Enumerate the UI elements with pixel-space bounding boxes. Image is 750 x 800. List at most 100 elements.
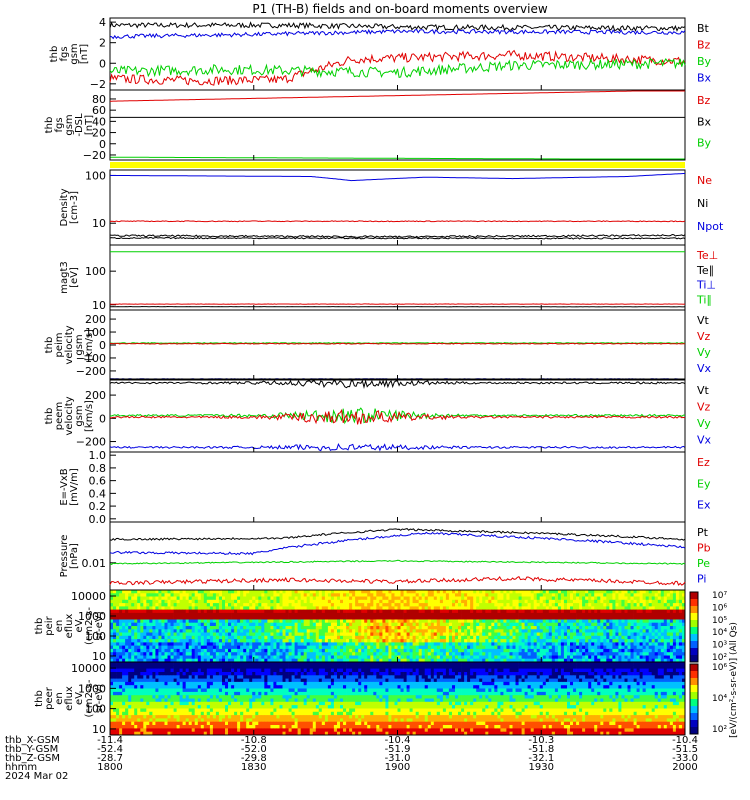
spectrogram-cell bbox=[349, 665, 353, 670]
spectrogram-cell bbox=[576, 626, 580, 630]
spectrogram-cell bbox=[654, 665, 659, 670]
spectrogram-cell bbox=[318, 662, 323, 666]
spectrogram-cell bbox=[600, 599, 604, 604]
spectrogram-cell bbox=[343, 629, 347, 633]
spectrogram-cell bbox=[128, 672, 132, 676]
spectrogram-cell bbox=[167, 635, 171, 640]
spectrogram-cell bbox=[315, 652, 320, 656]
spectrogram-cell bbox=[491, 658, 495, 663]
spectrogram-cell bbox=[318, 603, 323, 607]
spectrogram-cell bbox=[560, 599, 565, 604]
spectrogram-cell bbox=[200, 622, 205, 627]
spectrogram-cell bbox=[185, 665, 190, 670]
spectrogram-cell bbox=[609, 599, 613, 604]
spectrogram-cell bbox=[633, 629, 638, 633]
spectrogram-cell bbox=[373, 603, 377, 607]
spectrogram-cell bbox=[355, 606, 359, 611]
spectrogram-cell bbox=[388, 596, 392, 601]
spectrogram-cell bbox=[391, 616, 395, 620]
spectrogram-cell bbox=[497, 603, 501, 607]
spectrogram-cell bbox=[297, 626, 302, 630]
spectrogram-cell bbox=[206, 606, 211, 611]
spectrogram-cell bbox=[279, 658, 283, 663]
spectrogram-cell bbox=[421, 632, 426, 637]
spectrogram-cell bbox=[255, 612, 259, 617]
spectrogram-cell bbox=[122, 596, 126, 601]
spectrogram-cell bbox=[470, 593, 474, 597]
spectrogram-cell bbox=[158, 632, 162, 637]
spectrogram-cell bbox=[515, 629, 519, 633]
spectrogram-cell bbox=[110, 652, 114, 656]
spectrogram-cell bbox=[243, 652, 247, 656]
spectrogram-cell bbox=[606, 609, 610, 614]
spectrogram-cell bbox=[237, 665, 241, 670]
spectrogram-cell bbox=[494, 668, 498, 673]
spectrogram-cell bbox=[194, 655, 199, 660]
spectrogram-cell bbox=[539, 612, 544, 617]
spectrogram-cell bbox=[654, 606, 659, 611]
spectrogram-cell bbox=[255, 642, 259, 647]
spectrogram-cell bbox=[222, 599, 226, 604]
spectrogram-cell bbox=[279, 645, 283, 650]
spectrogram-cell bbox=[340, 668, 344, 673]
y-axis-label: sr-eV) bbox=[94, 611, 105, 640]
spectrogram-cell bbox=[321, 599, 326, 604]
spectrogram-cell bbox=[455, 645, 459, 650]
spectrogram-cell bbox=[645, 648, 650, 653]
spectrogram-cell bbox=[212, 639, 217, 643]
spectrogram-cell bbox=[191, 635, 196, 640]
spectrogram-cell bbox=[134, 662, 138, 666]
spectrogram-cell bbox=[609, 655, 613, 660]
spectrogram-cell bbox=[194, 609, 199, 614]
spectrogram-cell bbox=[385, 629, 389, 633]
spectrogram-cell bbox=[343, 658, 347, 663]
spectrogram-cell bbox=[258, 668, 262, 673]
spectrogram-cell bbox=[445, 606, 450, 611]
spectrogram-cell bbox=[527, 658, 532, 663]
spectrogram-cell bbox=[461, 606, 465, 611]
spectrogram-cell bbox=[539, 599, 544, 604]
spectrogram-cell bbox=[197, 645, 202, 650]
spectrogram-cell bbox=[188, 665, 193, 670]
spectrogram-cell bbox=[567, 648, 571, 653]
spectrogram-cell bbox=[458, 668, 462, 673]
spectrogram-cell bbox=[291, 668, 296, 673]
spectrogram-cell bbox=[364, 655, 368, 660]
spectrogram-cell bbox=[636, 639, 641, 643]
spectrogram-cell bbox=[524, 632, 529, 637]
spectrogram-cell bbox=[421, 626, 426, 630]
spectrogram-cell bbox=[579, 648, 583, 653]
spectrogram-cell bbox=[128, 626, 132, 630]
spectrogram-cell bbox=[533, 668, 538, 673]
spectrogram-cell bbox=[373, 596, 377, 601]
spectrogram-cell bbox=[288, 642, 293, 647]
spectrogram-cell bbox=[330, 599, 335, 604]
spectrogram-cell bbox=[252, 645, 256, 650]
spectrogram-cell bbox=[636, 609, 641, 614]
spectrogram-cell bbox=[258, 635, 262, 640]
spectrogram-cell bbox=[237, 593, 241, 597]
spectrogram-cell bbox=[518, 596, 523, 601]
spectrogram-cell bbox=[445, 609, 450, 614]
spectrogram-cell bbox=[657, 616, 662, 620]
spectrogram-cell bbox=[666, 668, 671, 673]
spectrogram-cell bbox=[370, 648, 374, 653]
spectrogram-cell bbox=[397, 622, 401, 627]
spectrogram-cell bbox=[397, 668, 401, 673]
spectrogram-cell bbox=[218, 635, 223, 640]
spectrogram-cell bbox=[152, 648, 156, 653]
spectrogram-cell bbox=[633, 652, 638, 656]
spectrogram-cell bbox=[597, 639, 601, 643]
spectrogram-cell bbox=[240, 658, 244, 663]
spectrogram-cell bbox=[464, 629, 468, 633]
spectrogram-cell bbox=[137, 668, 141, 673]
spectrogram-cell bbox=[234, 616, 238, 620]
spectrogram-cell bbox=[309, 606, 314, 611]
spectrogram-cell bbox=[455, 652, 459, 656]
spectrogram-cell bbox=[182, 645, 187, 650]
spectrogram-cell bbox=[675, 662, 680, 666]
spectrogram-cell bbox=[545, 593, 550, 597]
spectrogram-cell bbox=[567, 593, 571, 597]
spectrogram-cell bbox=[448, 619, 453, 624]
spectrogram-cell bbox=[612, 645, 616, 650]
